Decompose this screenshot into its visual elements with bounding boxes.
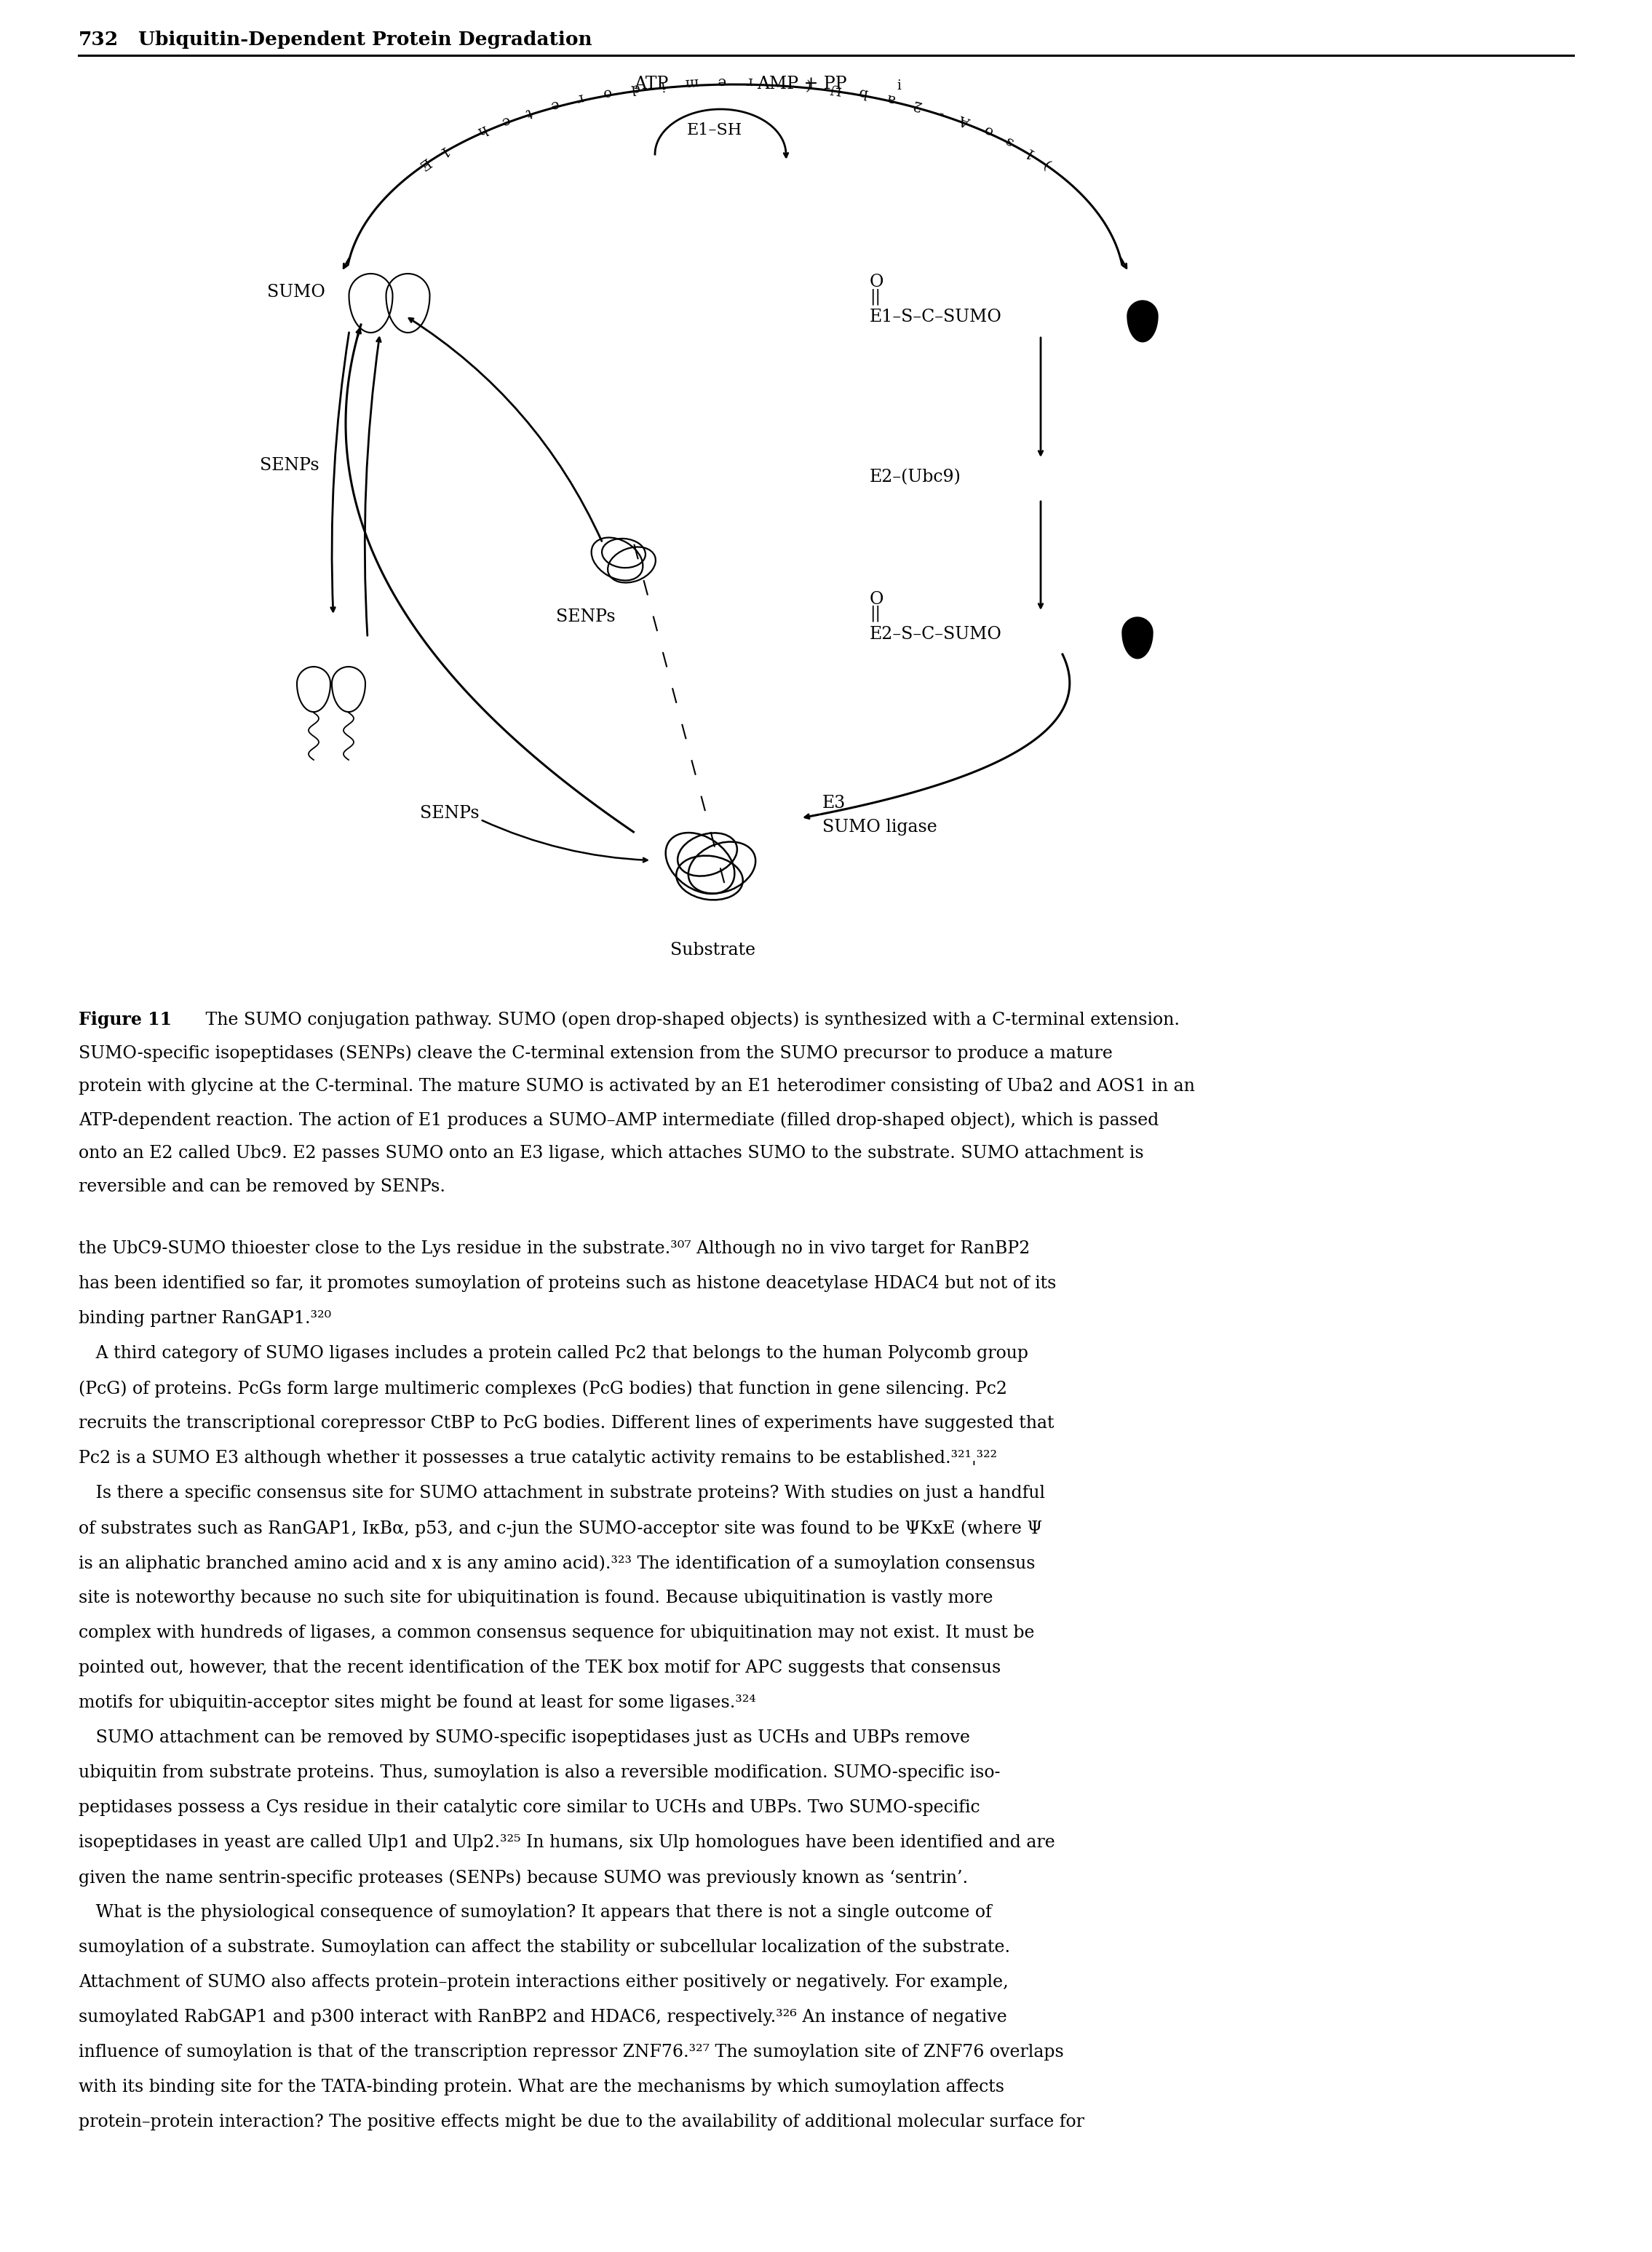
Text: influence of sumoylation is that of the transcription repressor ZNF76.³²⁷ The su: influence of sumoylation is that of the …	[79, 2045, 1064, 2061]
Text: complex with hundreds of ligases, a common consensus sequence for ubiquitination: complex with hundreds of ligases, a comm…	[79, 1624, 1034, 1642]
Text: recruits the transcriptional corepressor CtBP to PcG bodies. Different lines of : recruits the transcriptional corepressor…	[79, 1414, 1054, 1432]
Text: o: o	[981, 122, 995, 137]
Text: motifs for ubiquitin-acceptor sites might be found at least for some ligases.³²⁴: motifs for ubiquitin-acceptor sites migh…	[79, 1694, 757, 1712]
Text: peptidases possess a Cys residue in their catalytic core similar to UCHs and UBP: peptidases possess a Cys residue in thei…	[79, 1799, 980, 1815]
Text: 2: 2	[910, 97, 922, 113]
Text: sumoylation of a substrate. Sumoylation can affect the stability or subcellular : sumoylation of a substrate. Sumoylation …	[79, 1939, 1011, 1955]
Text: reversible and can be removed by SENPs.: reversible and can be removed by SENPs.	[79, 1178, 446, 1196]
Text: of substrates such as RanGAP1, IκBα, p53, and c-jun the SUMO-acceptor site was f: of substrates such as RanGAP1, IκBα, p53…	[79, 1520, 1042, 1536]
Text: isopeptidases in yeast are called Ulp1 and Ulp2.³²⁵ In humans, six Ulp homologue: isopeptidases in yeast are called Ulp1 a…	[79, 1833, 1056, 1851]
Text: ||: ||	[869, 288, 881, 306]
Text: A: A	[958, 113, 973, 128]
Text: e: e	[548, 97, 560, 113]
Text: site is noteworthy because no such site for ubiquitination is found. Because ubi: site is noteworthy because no such site …	[79, 1590, 993, 1606]
Text: Is there a specific consensus site for SUMO attachment in substrate proteins? Wi: Is there a specific consensus site for S…	[79, 1484, 1046, 1502]
Text: SUMO attachment can be removed by SUMO-specific isopeptidases just as UCHs and U: SUMO attachment can be removed by SUMO-s…	[79, 1730, 970, 1745]
Text: SENPs: SENPs	[259, 457, 319, 473]
Text: O: O	[869, 590, 884, 608]
Text: E2–S–C–SUMO: E2–S–C–SUMO	[869, 626, 1003, 642]
Text: E: E	[416, 155, 431, 171]
Text: Figure 11: Figure 11	[79, 1011, 172, 1029]
Text: Substrate: Substrate	[671, 941, 757, 959]
Text: d: d	[629, 81, 639, 95]
Text: i: i	[659, 77, 666, 90]
Text: s: s	[1003, 133, 1016, 149]
Text: h: h	[476, 122, 489, 137]
Text: SENPs: SENPs	[557, 608, 616, 624]
Text: binding partner RanGAP1.³²⁰: binding partner RanGAP1.³²⁰	[79, 1311, 330, 1326]
Polygon shape	[1127, 300, 1158, 342]
Text: O: O	[869, 275, 884, 291]
Text: b: b	[857, 86, 869, 99]
Text: r: r	[575, 90, 585, 106]
Text: r: r	[747, 74, 753, 88]
Text: ): )	[1041, 155, 1052, 169]
Text: What is the physiological consequence of sumoylation? It appears that there is n: What is the physiological consequence of…	[79, 1905, 991, 1921]
Text: e: e	[717, 74, 725, 88]
Text: SUMO-specific isopeptidases (SENPs) cleave the C-terminal extension from the SUM: SUMO-specific isopeptidases (SENPs) clea…	[79, 1045, 1113, 1061]
Text: ATP: ATP	[634, 77, 669, 92]
Text: Attachment of SUMO also affects protein–protein interactions either positively o: Attachment of SUMO also affects protein–…	[79, 1975, 1008, 1991]
Text: E1–SH: E1–SH	[687, 122, 742, 137]
Text: onto an E2 called Ubc9. E2 passes SUMO onto an E3 ligase, which attaches SUMO to: onto an E2 called Ubc9. E2 passes SUMO o…	[79, 1144, 1143, 1162]
Text: a: a	[885, 90, 895, 106]
Text: Ubiquitin-Dependent Protein Degradation: Ubiquitin-Dependent Protein Degradation	[139, 32, 591, 50]
Text: E1–S–C–SUMO: E1–S–C–SUMO	[869, 309, 1003, 327]
Polygon shape	[1122, 617, 1153, 658]
Text: ubiquitin from substrate proteins. Thus, sumoylation is also a reversible modifi: ubiquitin from substrate proteins. Thus,…	[79, 1763, 999, 1781]
Text: is an aliphatic branched amino acid and x is any amino acid).³²³ The identificat: is an aliphatic branched amino acid and …	[79, 1554, 1036, 1572]
Text: 732: 732	[79, 32, 119, 50]
Text: ||: ||	[869, 606, 881, 622]
Text: e: e	[499, 113, 510, 128]
Text: ATP-dependent reaction. The action of E1 produces a SUMO–AMP intermediate (fille: ATP-dependent reaction. The action of E1…	[79, 1112, 1158, 1128]
Text: SUMO ligase: SUMO ligase	[823, 817, 937, 835]
Text: (: (	[805, 77, 811, 90]
Text: (PcG) of proteins. PcGs form large multimeric complexes (PcG bodies) that functi: (PcG) of proteins. PcGs form large multi…	[79, 1380, 1008, 1396]
Text: U: U	[829, 81, 843, 95]
Text: o: o	[601, 86, 611, 99]
Text: has been identified so far, it promotes sumoylation of proteins such as histone : has been identified so far, it promotes …	[79, 1275, 1056, 1293]
Text: m: m	[684, 74, 699, 90]
Text: -: -	[937, 106, 947, 119]
Text: Pc2 is a SUMO E3 although whether it possesses a true catalytic activity remains: Pc2 is a SUMO E3 although whether it pos…	[79, 1450, 998, 1466]
Text: A third category of SUMO ligases includes a protein called Pc2 that belongs to t: A third category of SUMO ligases include…	[79, 1344, 1028, 1362]
Text: The SUMO conjugation pathway. SUMO (open drop-shaped objects) is synthesized wit: The SUMO conjugation pathway. SUMO (open…	[190, 1011, 1180, 1029]
Text: E3: E3	[823, 795, 846, 813]
Text: AMP + PP: AMP + PP	[757, 77, 847, 92]
Text: protein–protein interaction? The positive effects might be due to the availabili: protein–protein interaction? The positiv…	[79, 2115, 1084, 2130]
Text: with its binding site for the TATA-binding protein. What are the mechanisms by w: with its binding site for the TATA-bindi…	[79, 2079, 1004, 2097]
Text: i: i	[897, 79, 900, 92]
Text: 1: 1	[1021, 144, 1036, 160]
Text: sumoylated RabGAP1 and p300 interact with RanBP2 and HDAC6, respectively.³²⁶ An : sumoylated RabGAP1 and p300 interact wit…	[79, 2009, 1008, 2025]
Text: the UbC9-SUMO thioester close to the Lys residue in the substrate.³⁰⁷ Although n: the UbC9-SUMO thioester close to the Lys…	[79, 1241, 1031, 1257]
Text: given the name sentrin-specific proteases (SENPs) because SUMO was previously kn: given the name sentrin-specific protease…	[79, 1869, 968, 1887]
Text: pointed out, however, that the recent identification of the TEK box motif for AP: pointed out, however, that the recent id…	[79, 1660, 1001, 1675]
Text: E2–(Ubc9): E2–(Ubc9)	[869, 468, 961, 486]
Text: SENPs: SENPs	[420, 806, 479, 822]
Text: t: t	[524, 106, 534, 119]
Text: SUMO: SUMO	[268, 284, 325, 300]
Text: protein with glycine at the C-terminal. The mature SUMO is activated by an E1 he: protein with glycine at the C-terminal. …	[79, 1079, 1194, 1094]
Text: 1: 1	[434, 144, 449, 160]
